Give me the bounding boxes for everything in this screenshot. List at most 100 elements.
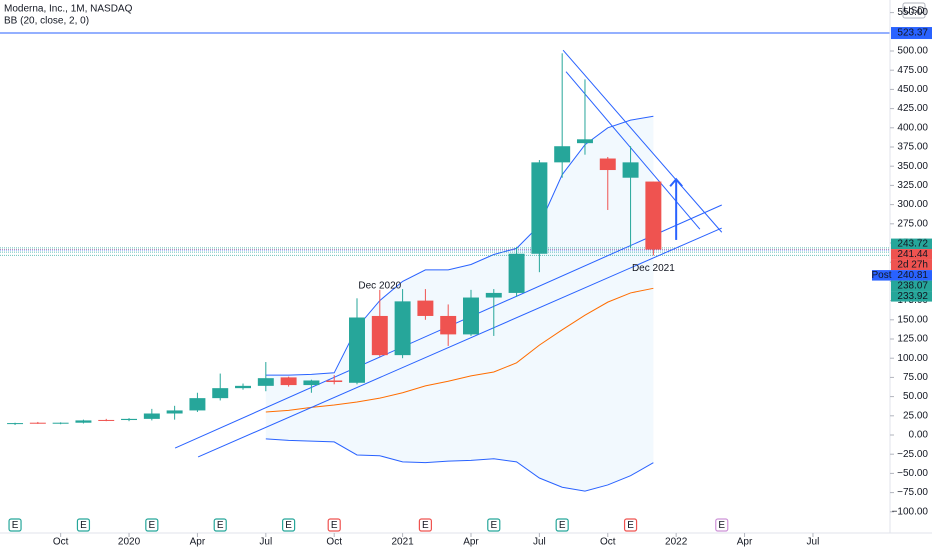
band-basis bbox=[265, 287, 654, 413]
candle-body bbox=[463, 297, 479, 335]
time-tick-label: Apr bbox=[463, 537, 479, 548]
earnings-marker bbox=[327, 518, 341, 532]
price-tick-label: 275.00 bbox=[897, 218, 928, 229]
price-tick-label: 500.00 bbox=[897, 46, 928, 57]
price-tick-label: 75.00 bbox=[903, 372, 928, 383]
price-tick-label: 50.00 bbox=[903, 391, 928, 402]
price-tick-label: −25.00 bbox=[897, 449, 928, 460]
annotation: Dec 2020 bbox=[358, 281, 401, 292]
candle-body bbox=[121, 418, 138, 421]
price-tick-label: 400.00 bbox=[897, 122, 928, 133]
candle-body bbox=[7, 423, 24, 425]
candle-body bbox=[485, 292, 502, 298]
earnings-label: E bbox=[217, 520, 224, 531]
candle-body bbox=[599, 158, 616, 171]
earnings-marker bbox=[145, 518, 159, 532]
candle-body bbox=[98, 419, 115, 421]
trendline bbox=[197, 227, 722, 458]
price-tick-label: −50.00 bbox=[897, 468, 928, 479]
price-label: 523.37 bbox=[897, 28, 928, 39]
price-tick-label: 475.00 bbox=[897, 65, 928, 76]
time-tick-label: 2021 bbox=[391, 537, 414, 548]
earnings-marker bbox=[8, 518, 22, 532]
currency[interactable]: USD bbox=[903, 6, 924, 17]
price-tick-label: −75.00 bbox=[897, 487, 928, 498]
time-tick-label: Jul bbox=[259, 537, 272, 548]
candle-body bbox=[622, 162, 639, 178]
price-tick-label: −100.00 bbox=[892, 506, 929, 517]
trendline bbox=[565, 71, 701, 230]
currency-box[interactable] bbox=[902, 2, 926, 19]
candle-body bbox=[417, 300, 434, 316]
candle-body bbox=[189, 398, 206, 411]
price-tick-label: 550.00 bbox=[897, 7, 928, 18]
price-label-box bbox=[891, 249, 932, 260]
earnings-label: E bbox=[285, 520, 292, 531]
candle-body bbox=[371, 315, 388, 356]
candle-body bbox=[531, 162, 548, 254]
earnings-marker bbox=[213, 518, 227, 532]
earnings-marker bbox=[282, 518, 296, 532]
band-lower bbox=[265, 438, 654, 492]
time-tick-label: Oct bbox=[600, 537, 616, 548]
price-label-box bbox=[891, 280, 932, 292]
time-tick-label: 2022 bbox=[665, 537, 688, 548]
post-tag bbox=[872, 270, 891, 281]
price-tick-label: 325.00 bbox=[897, 180, 928, 191]
candle-body bbox=[75, 420, 92, 423]
time-tick-label: Jul bbox=[807, 537, 820, 548]
candle-body bbox=[554, 146, 571, 163]
price-tick-label: 450.00 bbox=[897, 84, 928, 95]
time-tick-label: Oct bbox=[326, 537, 342, 548]
earnings-label: E bbox=[422, 520, 429, 531]
earnings-marker bbox=[623, 518, 638, 532]
plot-area: Dec 2020 Dec 2021 bbox=[0, 32, 890, 492]
price-tick-label: 125.00 bbox=[897, 334, 928, 345]
candle-body bbox=[440, 315, 457, 335]
earnings-label: E bbox=[559, 520, 566, 531]
price-tick-label: 375.00 bbox=[897, 142, 928, 153]
candle-body bbox=[326, 380, 343, 383]
price-tick-label: 150.00 bbox=[897, 314, 928, 325]
earnings-marker bbox=[76, 518, 91, 532]
candle-body bbox=[143, 413, 160, 419]
price-label-box bbox=[891, 27, 932, 40]
candle-body bbox=[303, 380, 320, 386]
earnings-label: E bbox=[718, 520, 725, 531]
earnings-label: E bbox=[627, 520, 634, 531]
indicator-label: BB (20, close, 2, 0) bbox=[4, 16, 89, 27]
price-label-box bbox=[891, 291, 932, 302]
price-tick-label: 300.00 bbox=[897, 199, 928, 210]
post-label: Post bbox=[871, 270, 891, 281]
earnings-label: E bbox=[490, 520, 497, 531]
price-label-box bbox=[891, 238, 932, 250]
price-tick-label: 350.00 bbox=[897, 161, 928, 172]
countdown: 2d 27h bbox=[897, 259, 928, 270]
earnings-marker bbox=[487, 518, 501, 532]
price-tick-label: 100.00 bbox=[897, 353, 928, 364]
candle-body bbox=[394, 301, 411, 356]
earnings-label: E bbox=[331, 520, 338, 531]
candle-body bbox=[212, 388, 229, 399]
candle-body bbox=[508, 253, 525, 293]
price-tick-label: 25.00 bbox=[903, 410, 928, 421]
candle-body bbox=[166, 410, 183, 414]
chart-title: Moderna, Inc., 1M, NASDAQ bbox=[4, 4, 133, 15]
arrow-head bbox=[669, 177, 683, 187]
price-label: 238.07 bbox=[897, 280, 928, 291]
price-label: 243.72 bbox=[897, 238, 928, 249]
earnings-marker bbox=[418, 518, 432, 532]
price-tick-label: 0.00 bbox=[909, 430, 929, 441]
price-label: 241.44 bbox=[897, 249, 928, 260]
time-tick-label: Jul bbox=[533, 537, 546, 548]
annotation: Dec 2021 bbox=[632, 263, 675, 274]
time-tick-label: Apr bbox=[737, 537, 753, 548]
band-fill bbox=[265, 116, 654, 492]
earnings-marker bbox=[555, 518, 569, 532]
time-tick-label: 2020 bbox=[118, 537, 141, 548]
candle-body bbox=[235, 385, 251, 389]
price-label: 233.92 bbox=[897, 291, 928, 302]
earnings-label: E bbox=[148, 520, 155, 531]
